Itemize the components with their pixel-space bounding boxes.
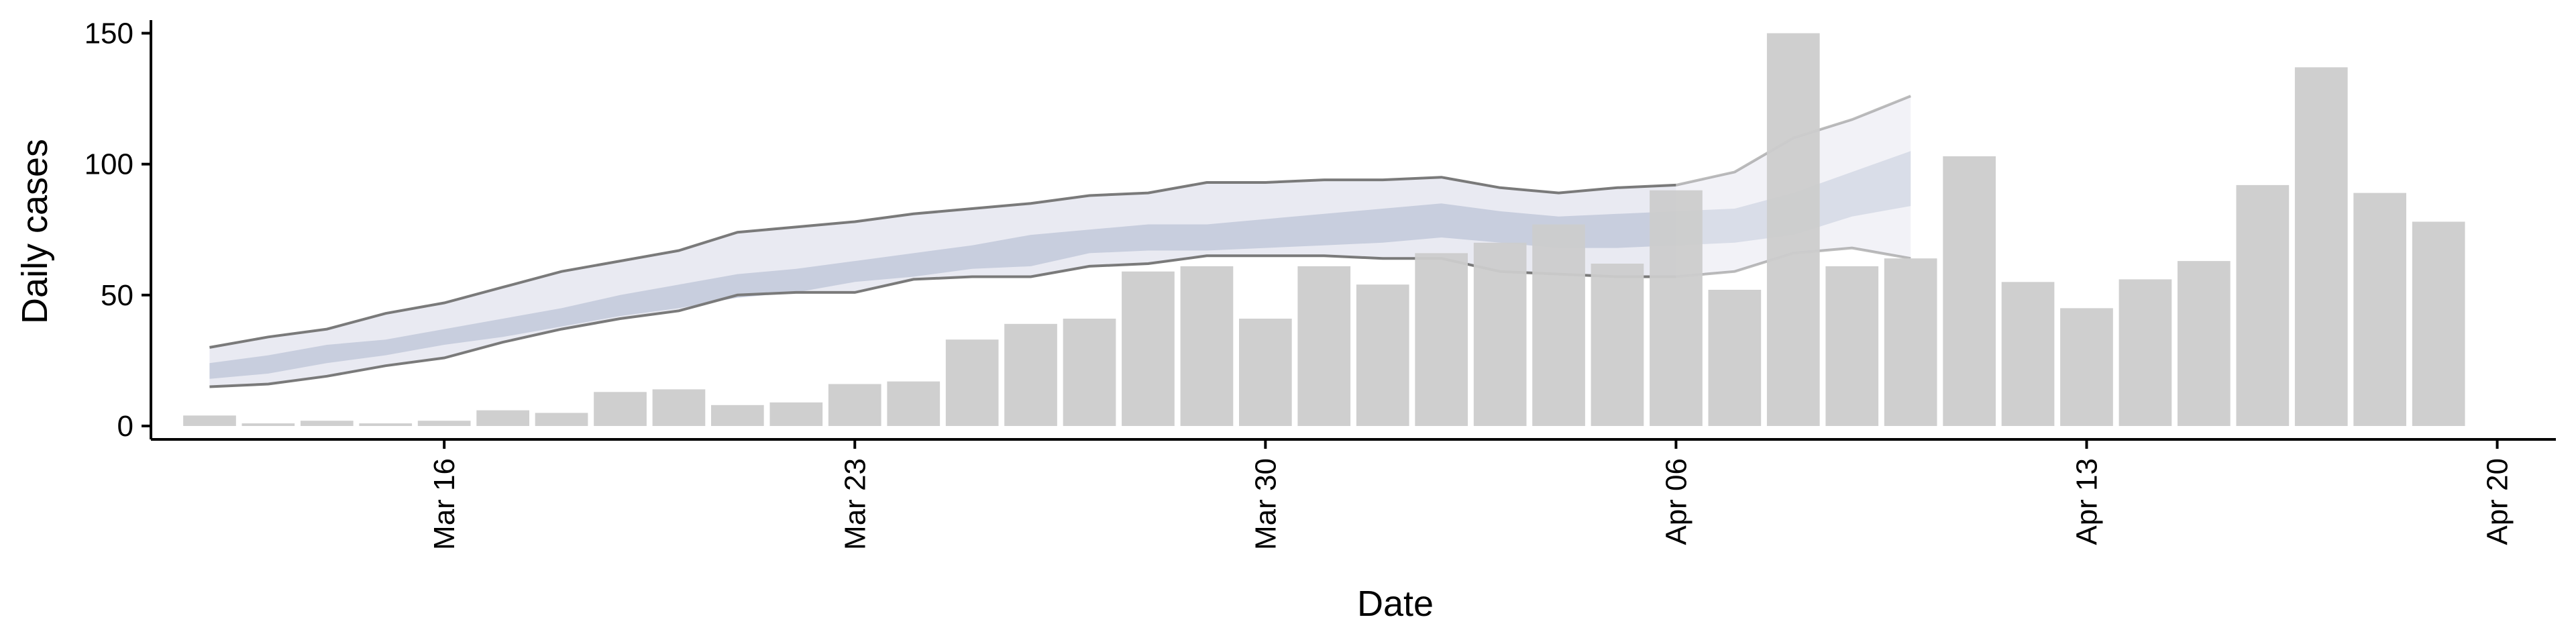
bar bbox=[1884, 258, 1937, 426]
bar bbox=[887, 381, 941, 426]
bar bbox=[2236, 184, 2290, 426]
daily-case-bars bbox=[183, 33, 2465, 427]
x-tick-label: Mar 23 bbox=[839, 458, 871, 550]
bar bbox=[1239, 319, 1292, 426]
bar bbox=[1532, 224, 1585, 426]
bar bbox=[1122, 271, 1175, 426]
bar bbox=[1415, 253, 1468, 426]
bar bbox=[1473, 242, 1527, 426]
bar bbox=[535, 413, 588, 426]
bar bbox=[769, 402, 823, 426]
bar bbox=[2294, 67, 2348, 427]
bar bbox=[476, 410, 529, 426]
bar bbox=[2412, 221, 2465, 426]
inner-band-estimate bbox=[209, 203, 1676, 379]
y-tick-label: 150 bbox=[85, 17, 133, 50]
bar bbox=[359, 423, 413, 426]
bar bbox=[2178, 261, 2231, 426]
bar bbox=[1825, 266, 1879, 426]
bar bbox=[1650, 190, 1703, 426]
y-tick-label: 0 bbox=[117, 410, 133, 443]
outer-band-upper-line bbox=[209, 176, 1676, 349]
x-tick-label: Apr 13 bbox=[2070, 458, 2103, 545]
y-axis-title: Daily cases bbox=[15, 139, 55, 324]
bar bbox=[1004, 323, 1057, 426]
bar bbox=[1063, 319, 1116, 426]
bar bbox=[652, 389, 706, 426]
bar bbox=[711, 405, 764, 426]
bar bbox=[2118, 279, 2172, 426]
y-tick-label: 50 bbox=[101, 279, 133, 312]
y-tick-label: 100 bbox=[85, 148, 133, 181]
axes: 0 50 100 150 Mar 16 Mar 23 Mar 30 Apr 06 Apr 13 A… bbox=[85, 17, 2556, 550]
bar bbox=[1943, 156, 1996, 426]
x-axis-title: Date bbox=[1357, 584, 1434, 624]
bar bbox=[417, 421, 471, 426]
bar bbox=[2060, 308, 2113, 426]
bar bbox=[594, 392, 647, 426]
bar bbox=[945, 339, 999, 426]
bar bbox=[1356, 284, 1409, 426]
x-tick-label: Apr 06 bbox=[1660, 458, 1693, 545]
bar bbox=[1297, 266, 1351, 426]
bar bbox=[1180, 266, 1234, 426]
x-tick-label: Mar 16 bbox=[428, 458, 461, 550]
bar bbox=[301, 421, 354, 426]
bar bbox=[2001, 282, 2055, 426]
bar bbox=[828, 384, 881, 426]
x-tick-label: Mar 30 bbox=[1249, 458, 1282, 550]
bar bbox=[1708, 290, 1762, 426]
bar bbox=[1591, 264, 1644, 426]
bar bbox=[183, 415, 236, 426]
bar bbox=[2353, 193, 2406, 426]
x-tick-label: Apr 20 bbox=[2481, 458, 2514, 545]
bar bbox=[241, 423, 295, 426]
bar bbox=[1766, 33, 1820, 426]
